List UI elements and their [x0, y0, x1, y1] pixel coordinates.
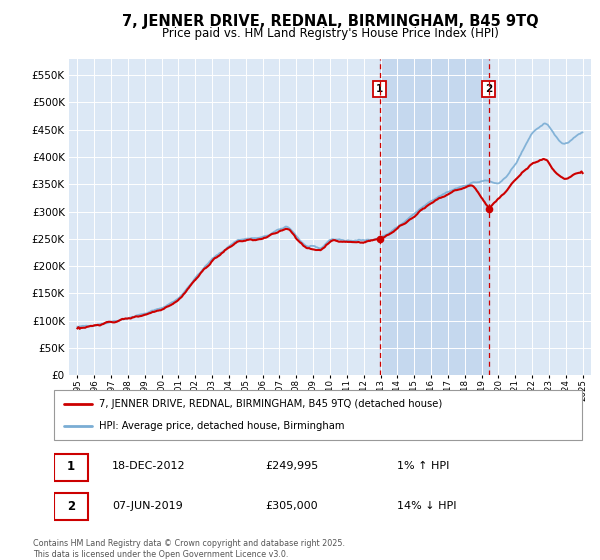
Text: 2: 2	[485, 84, 493, 94]
FancyBboxPatch shape	[54, 454, 88, 480]
Text: 14% ↓ HPI: 14% ↓ HPI	[397, 501, 457, 511]
FancyBboxPatch shape	[54, 493, 88, 520]
Text: £305,000: £305,000	[265, 501, 318, 511]
FancyBboxPatch shape	[54, 390, 582, 440]
Text: 07-JUN-2019: 07-JUN-2019	[112, 501, 183, 511]
Text: Price paid vs. HM Land Registry's House Price Index (HPI): Price paid vs. HM Land Registry's House …	[161, 27, 499, 40]
Text: £249,995: £249,995	[265, 461, 319, 472]
Text: 1: 1	[67, 460, 75, 473]
Text: Contains HM Land Registry data © Crown copyright and database right 2025.
This d: Contains HM Land Registry data © Crown c…	[33, 539, 345, 559]
Text: 1: 1	[376, 84, 383, 94]
Text: 7, JENNER DRIVE, REDNAL, BIRMINGHAM, B45 9TQ (detached house): 7, JENNER DRIVE, REDNAL, BIRMINGHAM, B45…	[99, 399, 442, 409]
Bar	[380, 59, 489, 375]
Text: 2: 2	[67, 500, 75, 512]
Text: HPI: Average price, detached house, Birmingham: HPI: Average price, detached house, Birm…	[99, 421, 344, 431]
Text: 1% ↑ HPI: 1% ↑ HPI	[397, 461, 449, 472]
Text: 18-DEC-2012: 18-DEC-2012	[112, 461, 186, 472]
Text: 7, JENNER DRIVE, REDNAL, BIRMINGHAM, B45 9TQ: 7, JENNER DRIVE, REDNAL, BIRMINGHAM, B45…	[122, 14, 538, 29]
